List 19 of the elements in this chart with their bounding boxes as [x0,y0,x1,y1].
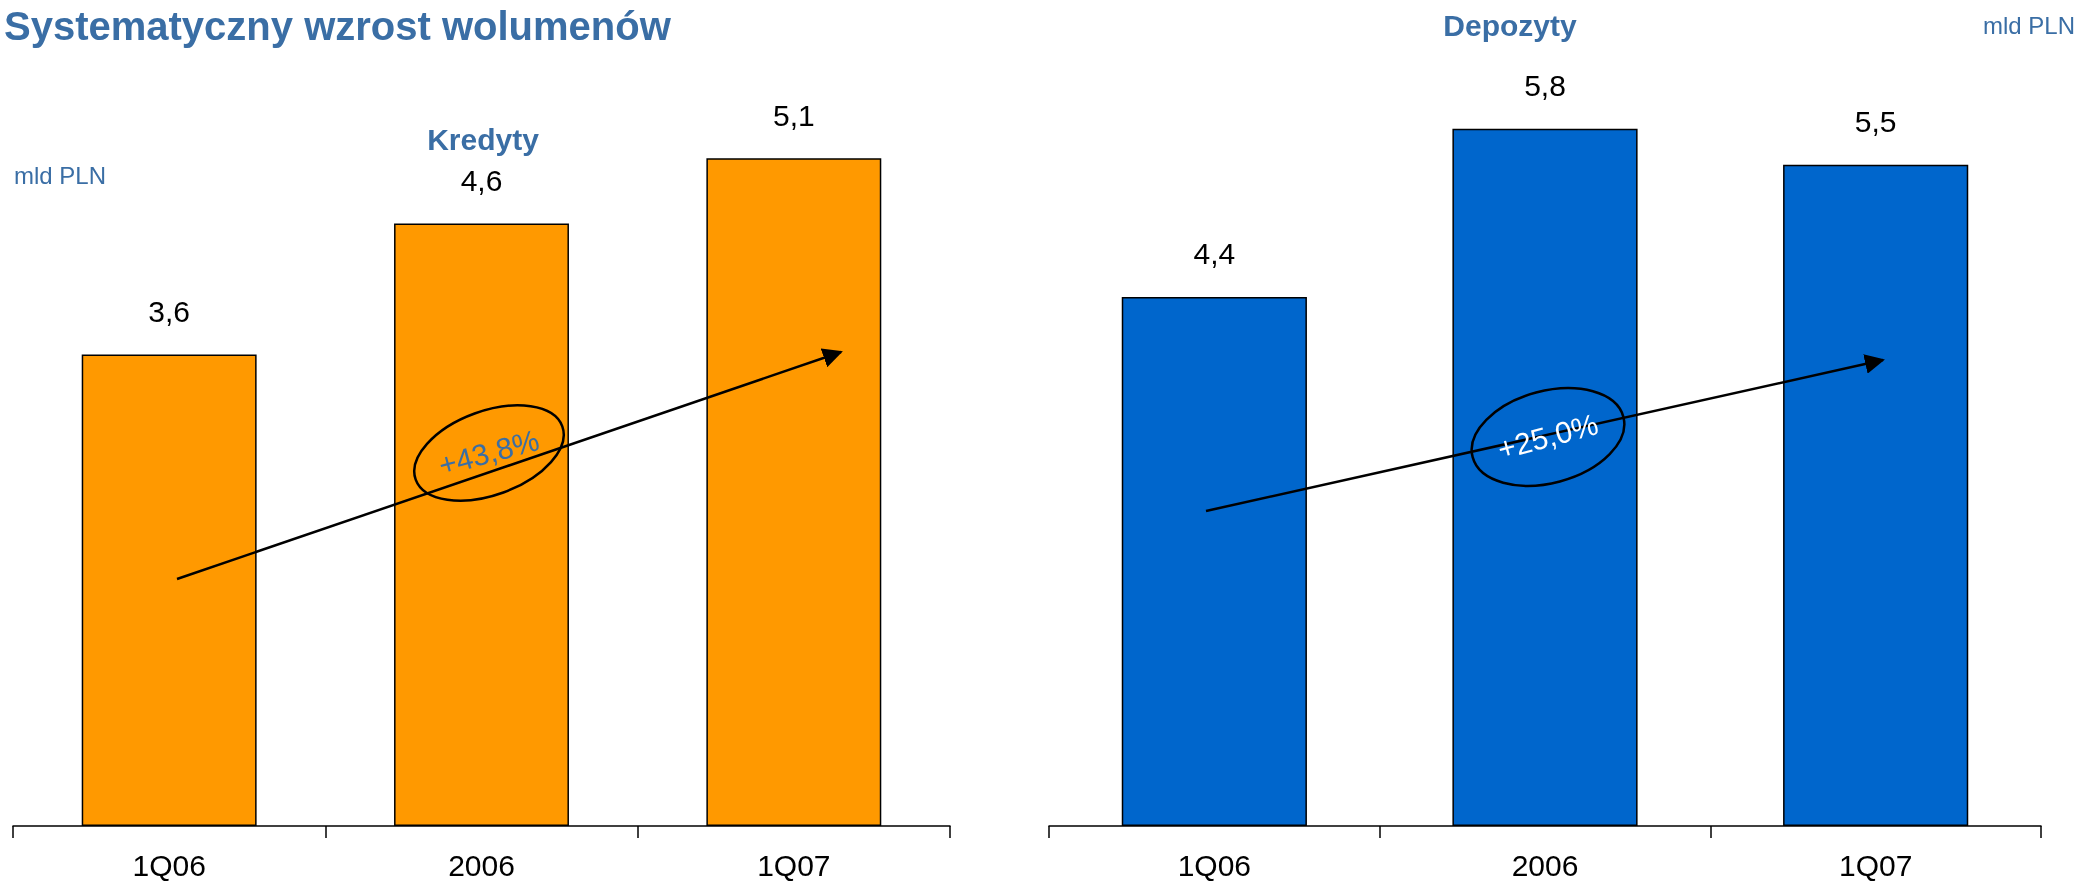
x-tick-label: 1Q06 [132,848,206,882]
text: mld PLN [1982,12,2075,40]
annotation: +25,0% [1494,407,1602,467]
data-label: 4,4 [1193,237,1236,271]
x-tick-label: 1Q07 [1838,848,1913,882]
data-label: 3,6 [148,295,191,329]
x-tick-label: 1Q07 [757,848,831,882]
x-tick-label: 2006 [448,848,515,882]
chart-title: Systematyczny wzrost wolumenów [4,4,671,49]
data-label: 4,6 [460,164,503,198]
chart-subtitle: Kredyty [427,123,539,157]
chart-title: Depozyty [1443,9,1577,43]
annotation: mld PLN [14,162,107,190]
annotation: +43,8% [435,423,543,483]
x-tick-label: 2006 [1511,848,1579,882]
x-tick-label: 1Q06 [1177,848,1252,882]
data-label: 5,1 [772,98,815,132]
data-label: 5,8 [1524,69,1566,103]
data-label: 5,5 [1854,105,1897,139]
